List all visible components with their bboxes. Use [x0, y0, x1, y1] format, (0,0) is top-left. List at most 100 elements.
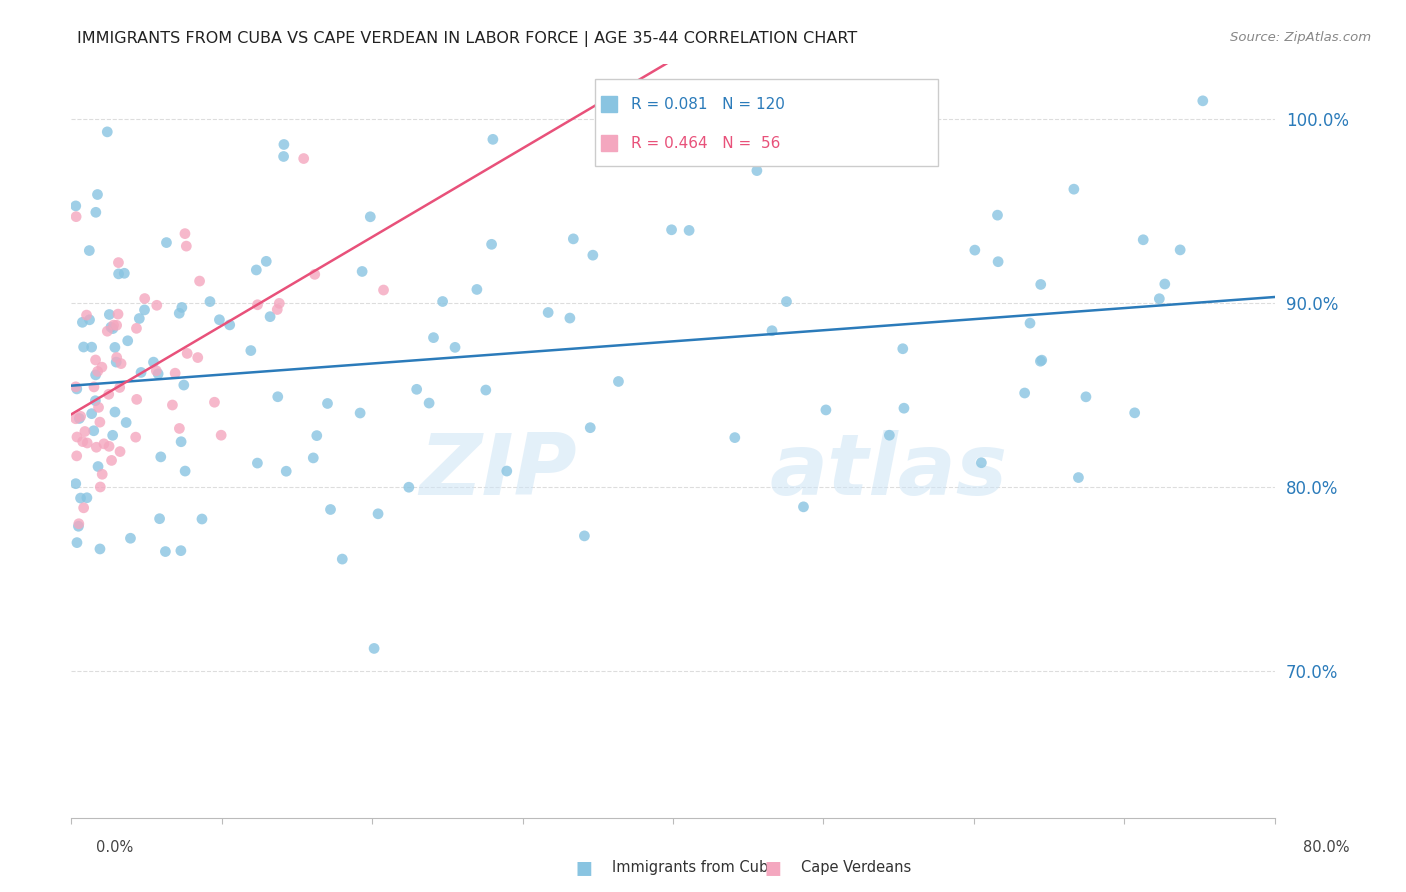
Point: [108, 380, 131, 394]
Text: ▪: ▪: [763, 853, 783, 881]
Point: [125, 430, 148, 444]
Point: [89, 541, 111, 556]
Point: [107, 267, 129, 281]
Point: [246, 456, 269, 470]
Point: [1031, 353, 1053, 368]
Point: [65, 476, 87, 491]
Point: [73, 425, 96, 439]
Point: [319, 502, 342, 516]
Point: [1168, 243, 1191, 257]
Point: [267, 390, 290, 404]
Point: [103, 318, 125, 333]
Point: [349, 406, 371, 420]
Point: [107, 255, 129, 269]
Point: [169, 421, 191, 435]
Point: [165, 366, 187, 380]
Point: [266, 302, 288, 317]
Point: [129, 366, 152, 380]
Point: [107, 307, 129, 321]
Point: [218, 318, 240, 332]
Point: [76, 436, 98, 450]
Point: [889, 128, 911, 142]
Point: [134, 292, 156, 306]
Point: [986, 208, 1008, 222]
Text: IMMIGRANTS FROM CUBA VS CAPE VERDEAN IN LABOR FORCE | AGE 35-44 CORRELATION CHAR: IMMIGRANTS FROM CUBA VS CAPE VERDEAN IN …: [77, 31, 858, 47]
Point: [83, 424, 105, 438]
Point: [66, 430, 89, 444]
Point: [352, 264, 374, 278]
Point: [174, 464, 197, 478]
Point: [80, 340, 103, 354]
Point: [273, 149, 295, 163]
Point: [170, 543, 193, 558]
Point: [69, 409, 91, 424]
Point: [208, 312, 231, 326]
Point: [475, 383, 498, 397]
Point: [128, 311, 150, 326]
Point: [101, 428, 124, 442]
Point: [65, 210, 87, 224]
Point: [1014, 386, 1036, 401]
Point: [273, 137, 295, 152]
Point: [465, 282, 488, 296]
Point: [155, 235, 177, 250]
Point: [142, 355, 165, 369]
Point: [84, 393, 107, 408]
Point: [65, 411, 87, 425]
Point: [79, 244, 101, 258]
Point: [125, 392, 148, 407]
Point: [363, 641, 385, 656]
Point: [579, 420, 602, 434]
Point: [359, 210, 381, 224]
Point: [72, 340, 94, 354]
Point: [72, 434, 94, 449]
Point: [117, 334, 139, 348]
Point: [149, 511, 172, 525]
Point: [398, 480, 420, 494]
Point: [110, 357, 132, 371]
Point: [1149, 292, 1171, 306]
Point: [582, 248, 605, 262]
Point: [90, 360, 112, 375]
Point: [276, 464, 298, 478]
Point: [254, 254, 277, 268]
Point: [607, 375, 630, 389]
Point: [93, 437, 115, 451]
Point: [87, 401, 110, 415]
Point: [246, 298, 269, 312]
Point: [1063, 182, 1085, 196]
Point: [101, 321, 124, 335]
Point: [84, 368, 107, 382]
Point: [432, 294, 454, 309]
Point: [239, 343, 262, 358]
Text: R = 0.464   N =  56: R = 0.464 N = 56: [631, 136, 780, 151]
Point: [162, 398, 184, 412]
Point: [661, 223, 683, 237]
Text: atlas: atlas: [769, 430, 1007, 513]
Point: [562, 232, 585, 246]
Point: [98, 308, 121, 322]
Point: [209, 428, 232, 442]
Point: [97, 387, 120, 401]
Point: [145, 364, 167, 378]
Point: [970, 456, 993, 470]
Point: [444, 340, 467, 354]
Point: [87, 459, 110, 474]
Point: [79, 312, 101, 326]
Point: [67, 516, 90, 531]
Point: [65, 199, 87, 213]
Point: [558, 311, 581, 326]
Point: [269, 296, 291, 310]
Point: [1123, 406, 1146, 420]
Point: [173, 378, 195, 392]
Point: [1029, 277, 1052, 292]
Text: Immigrants from Cuba: Immigrants from Cuba: [612, 860, 778, 874]
Point: [105, 318, 128, 333]
Point: [481, 237, 503, 252]
Point: [304, 268, 326, 282]
Point: [1019, 316, 1042, 330]
Point: [86, 187, 108, 202]
Point: [879, 428, 901, 442]
Text: 80.0%: 80.0%: [1303, 840, 1350, 855]
Point: [891, 342, 914, 356]
